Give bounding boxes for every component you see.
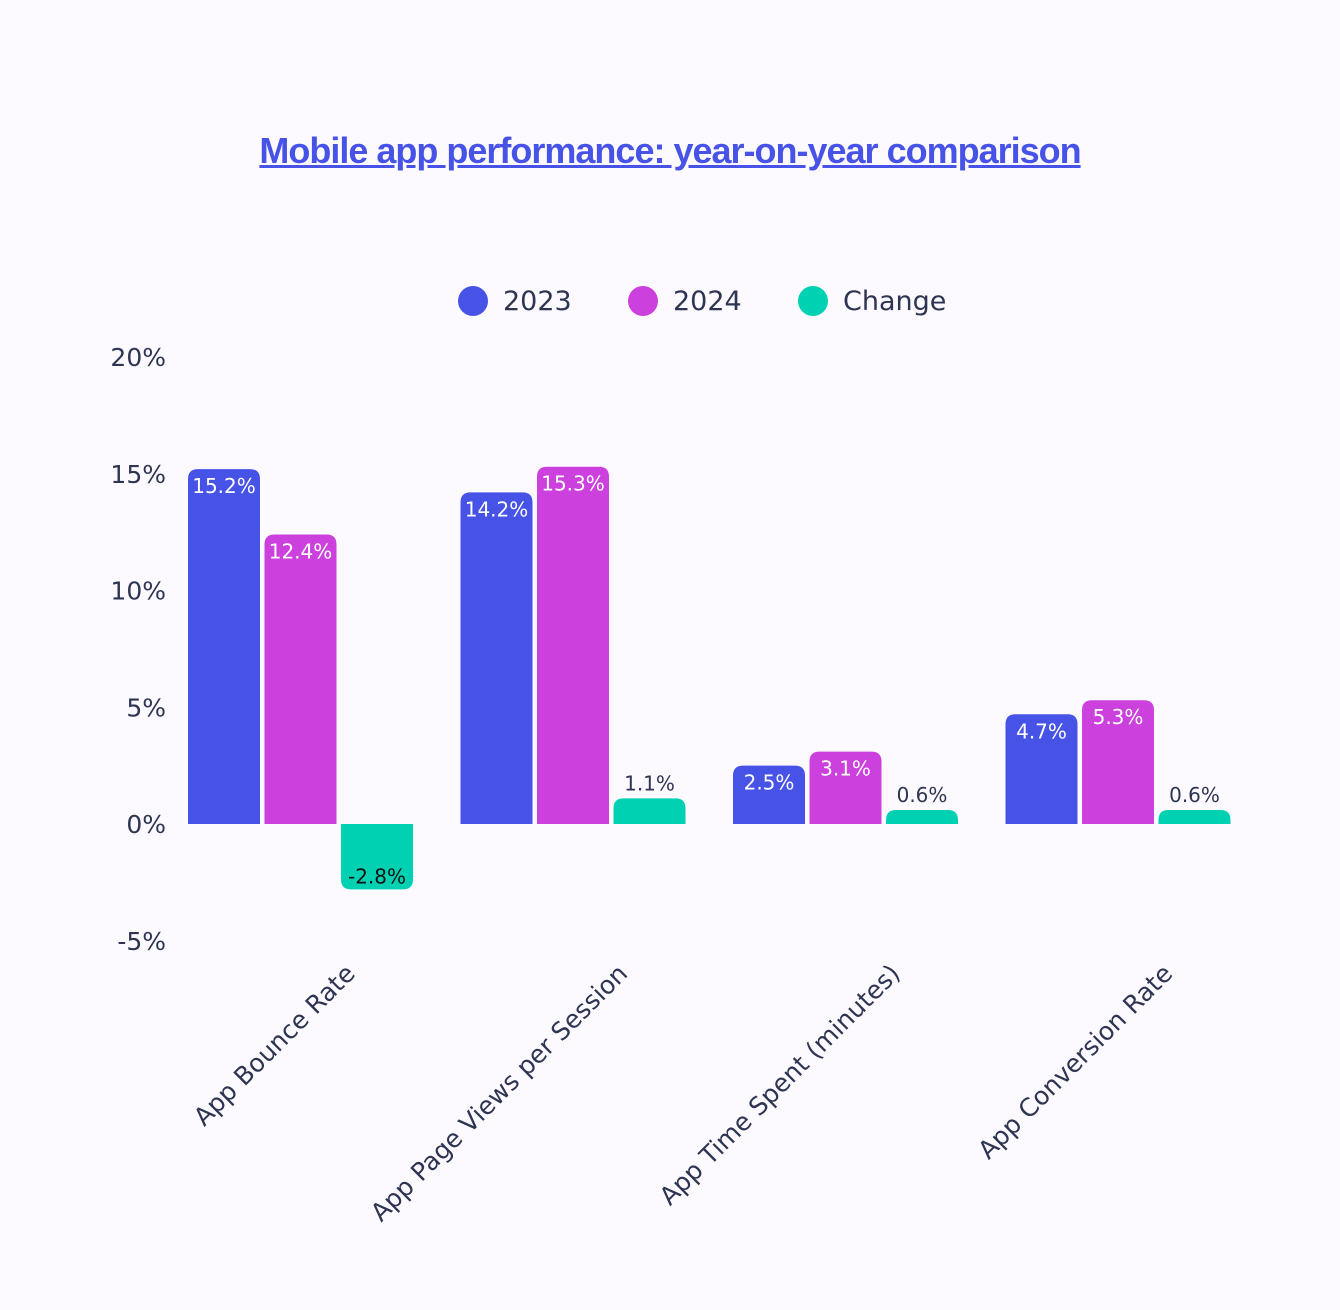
bar-change bbox=[1158, 809, 1231, 824]
x-tick-label: App Page Views per Session bbox=[365, 959, 633, 1227]
data-label: 2.5% bbox=[744, 771, 795, 795]
legend-marker bbox=[798, 286, 828, 316]
bar-change bbox=[613, 798, 686, 824]
y-tick-label: 0% bbox=[126, 810, 166, 839]
bar-change bbox=[886, 809, 958, 824]
bar-2023 bbox=[188, 469, 260, 824]
data-label: 14.2% bbox=[465, 497, 529, 521]
y-tick-label: 15% bbox=[110, 460, 166, 489]
data-label: 0.6% bbox=[1169, 783, 1220, 807]
data-label: 3.1% bbox=[820, 757, 871, 781]
data-label: 15.2% bbox=[192, 474, 256, 498]
data-label: 12.4% bbox=[269, 539, 333, 563]
legend-marker bbox=[628, 286, 658, 316]
y-tick-label: 5% bbox=[126, 693, 166, 722]
data-label: 15.3% bbox=[541, 472, 605, 496]
y-tick-label: 20% bbox=[110, 343, 166, 372]
bar-change bbox=[341, 824, 413, 890]
data-label: 0.6% bbox=[897, 783, 948, 807]
y-tick-label: -5% bbox=[117, 927, 166, 956]
bar-2023 bbox=[733, 765, 805, 824]
x-tick-label: App Conversion Rate bbox=[972, 959, 1178, 1165]
bar-2023 bbox=[1005, 714, 1078, 824]
legend-label: Change bbox=[843, 286, 946, 317]
data-label: 4.7% bbox=[1016, 719, 1067, 743]
bar-2023 bbox=[460, 492, 533, 824]
bar-2024 bbox=[1082, 700, 1154, 824]
legend-label: 2024 bbox=[673, 286, 742, 317]
bar-2024 bbox=[264, 534, 337, 824]
legend-label: 2023 bbox=[503, 286, 572, 317]
x-tick-label: App Bounce Rate bbox=[188, 959, 361, 1132]
chart-title: Mobile app performance: year-on-year com… bbox=[259, 130, 1081, 171]
x-tick-label: App Time Spent (minutes) bbox=[654, 959, 906, 1211]
y-tick-label: 10% bbox=[110, 577, 166, 606]
data-label: -2.8% bbox=[348, 864, 406, 888]
bar-2024 bbox=[809, 751, 882, 824]
data-label: 5.3% bbox=[1093, 705, 1144, 729]
legend-marker bbox=[458, 286, 488, 316]
data-label: 1.1% bbox=[624, 771, 675, 795]
bar-2024 bbox=[537, 466, 609, 824]
